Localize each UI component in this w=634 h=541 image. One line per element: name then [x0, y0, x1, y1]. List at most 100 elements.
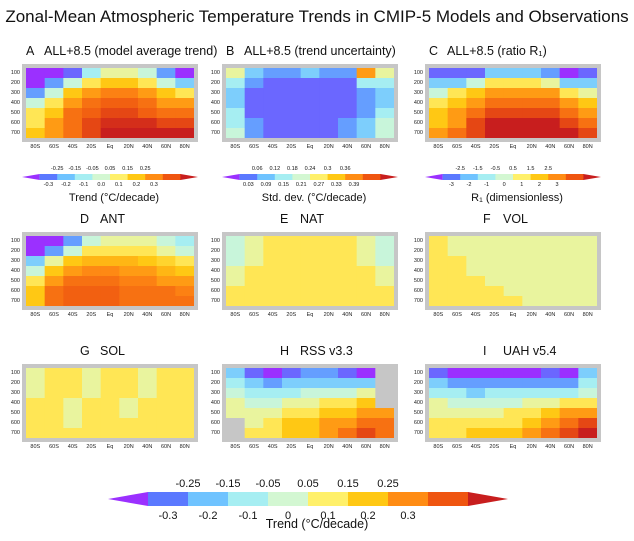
heatmap-cell — [263, 78, 283, 89]
heatmap-cell — [447, 118, 467, 129]
x-tick-label: 60N — [160, 144, 172, 150]
heatmap-cell — [100, 118, 120, 129]
heatmap-cell — [175, 78, 194, 89]
heatmap-svg — [26, 236, 194, 306]
heatmap-cell — [503, 428, 523, 438]
y-tick-label: 300 — [210, 90, 220, 96]
heatmap-cell — [319, 408, 339, 419]
heatmap-cell — [44, 118, 64, 129]
heatmap-cell — [375, 118, 394, 129]
heatmap-cell — [375, 276, 394, 287]
heatmap-cell — [485, 286, 505, 297]
colorbar-lower-label: -0.1 — [78, 182, 89, 188]
x-tick-label: 20S — [86, 444, 97, 450]
heatmap-cell — [63, 388, 83, 399]
colorbar-lower-label: 0.2 — [132, 182, 141, 188]
x-tick-label: 40S — [267, 444, 278, 450]
heatmap-cell — [244, 78, 264, 89]
heatmap-cell — [429, 118, 449, 129]
heatmap-cell — [485, 256, 505, 267]
heatmap-cell — [578, 256, 597, 267]
panel-letter: G — [80, 344, 90, 358]
heatmap-cell — [156, 296, 176, 306]
y-tick-label: 200 — [10, 380, 20, 386]
heatmap-cell — [226, 266, 246, 277]
heatmap-cell — [263, 428, 283, 438]
heatmap-svg — [226, 68, 394, 138]
heatmap-cell — [138, 286, 158, 297]
y-tick-label: 500 — [10, 410, 20, 416]
panel-title: SOL — [100, 344, 126, 358]
heatmap-cell — [541, 286, 561, 297]
colorbar-lower-label: 0.3 — [150, 182, 158, 188]
heatmap-cell — [119, 368, 139, 379]
heatmap-cell — [100, 108, 120, 119]
colorbar-arrow-left — [425, 174, 443, 180]
heatmap-cell — [119, 78, 139, 89]
heatmap-cell — [356, 256, 376, 267]
heatmap-cell — [263, 266, 283, 277]
colorbar-lower-label: -0.2 — [198, 510, 218, 522]
colorbar-arrow-right — [583, 174, 601, 180]
heatmap-cell — [559, 276, 579, 287]
heatmap-cell — [319, 286, 339, 297]
heatmap-cell — [263, 68, 283, 79]
heatmap-cell — [63, 276, 83, 287]
heatmap-plot — [222, 232, 398, 310]
heatmap-cell — [541, 88, 561, 99]
heatmap-cell — [175, 266, 194, 277]
x-tick-label: 80N — [582, 312, 593, 318]
heatmap-cell — [541, 368, 561, 379]
heatmap-cell — [156, 266, 176, 277]
y-tick-label: 300 — [10, 390, 20, 396]
heatmap-cell — [338, 296, 358, 306]
heatmap-cell — [63, 286, 83, 297]
heatmap-cell — [356, 418, 376, 429]
heatmap-cell — [300, 108, 320, 119]
heatmap-cell — [559, 286, 579, 297]
y-tick-label: 200 — [413, 248, 423, 254]
x-tick-label: 80S — [30, 144, 41, 150]
heatmap-cell — [138, 276, 158, 287]
y-tick-label: 700 — [413, 430, 423, 436]
heatmap-cell — [485, 108, 505, 119]
heatmap-cell — [82, 246, 102, 257]
heatmap-cell — [485, 388, 505, 399]
heatmap-cell — [282, 418, 302, 429]
heatmap-plot — [425, 64, 601, 142]
heatmap-cell — [300, 128, 320, 138]
y-tick-label: 400 — [10, 100, 20, 106]
heatmap-cell — [300, 236, 320, 247]
heatmap-cell — [319, 108, 339, 119]
heatmap-cell — [138, 118, 158, 129]
heatmap-cell — [26, 98, 46, 109]
heatmap-cell — [429, 276, 449, 287]
heatmap-cell — [263, 118, 283, 129]
x-tick-label: 40S — [470, 144, 481, 150]
heatmap-cell — [578, 128, 597, 138]
heatmap-cell — [541, 246, 561, 257]
heatmap-cell — [522, 98, 542, 109]
colorbar-lower-label: 0.1 — [114, 182, 123, 188]
heatmap-cell — [541, 418, 561, 429]
heatmap-cell — [485, 246, 505, 257]
heatmap-cell — [63, 296, 83, 306]
colorbar-lower-label: 0.09 — [260, 182, 272, 188]
heatmap-cell — [466, 118, 486, 129]
colorbar-lower-label: 0.39 — [348, 182, 360, 188]
heatmap-cell — [485, 266, 505, 277]
heatmap-cell — [522, 128, 542, 138]
heatmap-cell — [503, 378, 523, 389]
heatmap-cell — [578, 78, 597, 89]
colorbar-svg — [108, 492, 508, 506]
x-tick-label: 40S — [67, 444, 78, 450]
heatmap-cell — [175, 368, 194, 379]
colorbar-lower-label: -2 — [466, 182, 472, 188]
heatmap-cell — [578, 418, 597, 429]
colorbar-lower-label: 0.0 — [97, 182, 106, 188]
heatmap-cell — [82, 236, 102, 247]
heatmap-cell — [375, 108, 394, 119]
heatmap-cell — [319, 78, 339, 89]
heatmap-cell — [485, 68, 505, 79]
heatmap-cell — [522, 378, 542, 389]
